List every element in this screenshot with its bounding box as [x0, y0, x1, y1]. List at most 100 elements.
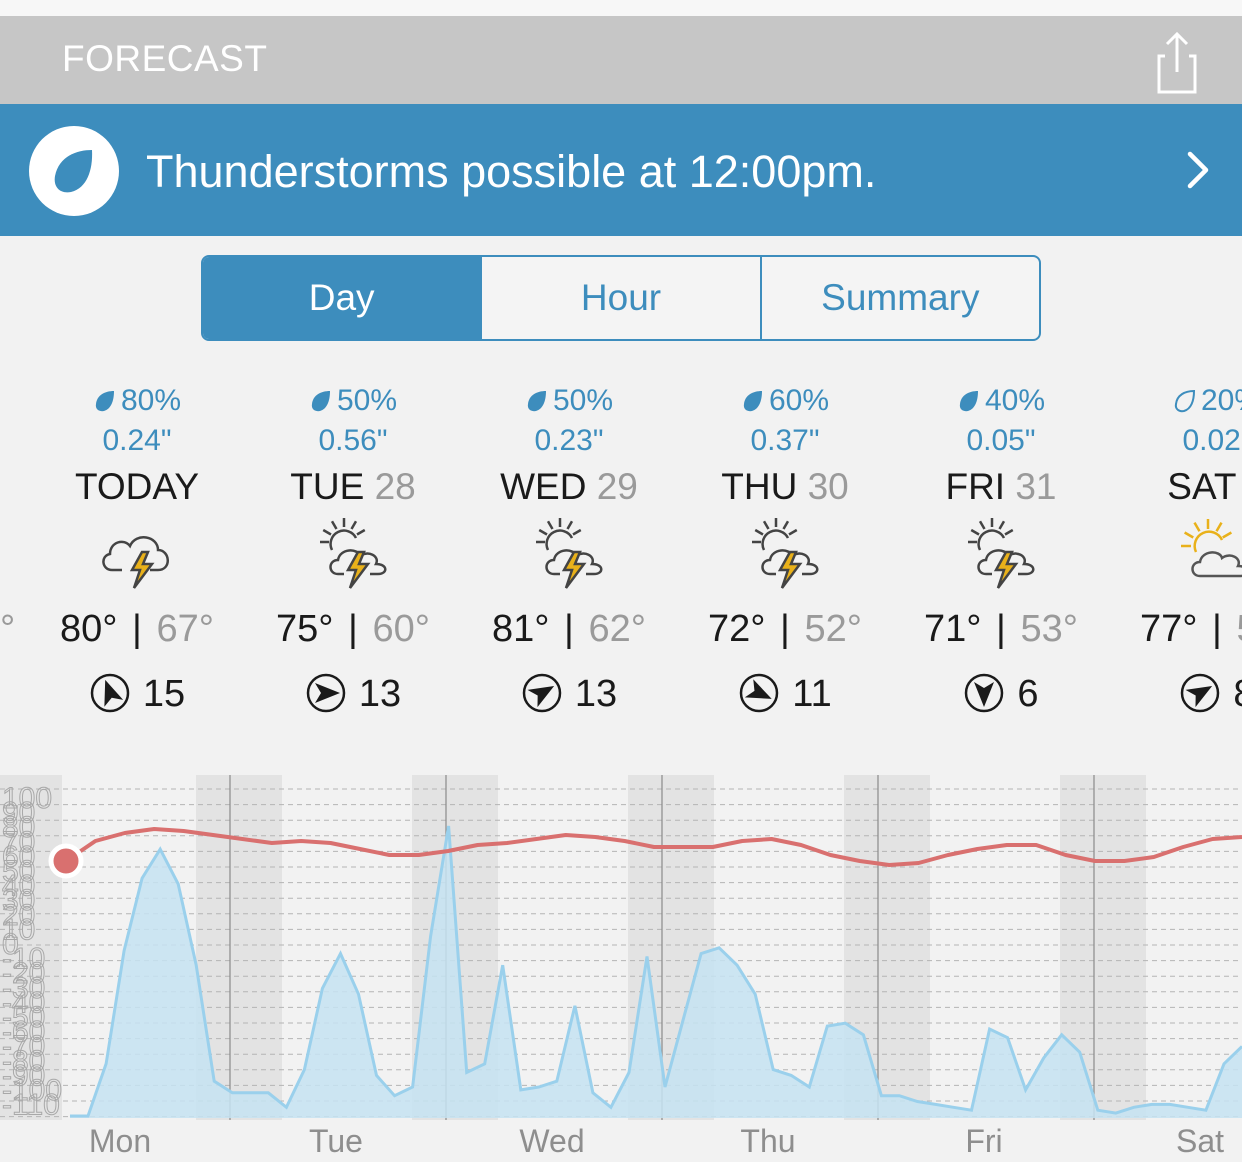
tab-hour[interactable]: Hour: [480, 257, 759, 339]
precip-amount: 0.23": [534, 424, 604, 457]
day-name: TUE: [290, 466, 365, 507]
y-axis-label: 50: [2, 855, 35, 888]
high-temp: 80°: [60, 608, 118, 650]
wind: 11: [677, 672, 893, 716]
y-axis-label: 90: [2, 797, 35, 830]
high-temp: 72°: [708, 608, 766, 650]
x-axis-label: Wed: [519, 1123, 584, 1159]
tab-day[interactable]: Day: [203, 257, 481, 339]
raindrop-icon: [957, 387, 981, 412]
night-shade: [0, 775, 62, 1120]
precip-chance-value: 40%: [984, 384, 1046, 417]
precip-chance-value: 80%: [120, 384, 182, 417]
precip-amount: 0.24": [102, 424, 172, 457]
temperature-range: 77° | 58°: [1109, 608, 1242, 651]
temperature-range: 81° | 62°: [492, 608, 646, 650]
alert-text: Thunderstorms possible at 12:00pm.: [146, 146, 877, 197]
y-axis-label: -100: [2, 1074, 62, 1107]
precip-chance-value: 20%: [1200, 384, 1242, 417]
x-axis-label: Thu: [740, 1123, 795, 1159]
alert-banner[interactable]: Thunderstorms possible at 12:00pm.: [0, 104, 1242, 236]
day-name: WED: [500, 466, 587, 507]
precip-amount: 0.37": [750, 424, 820, 457]
wind: 15: [29, 672, 245, 716]
wind: 13: [461, 672, 677, 716]
wind-direction-icon: [521, 672, 563, 714]
day-column-today[interactable]: 80% 0.24" TODAY 80° | 67° 15: [29, 380, 245, 725]
partly-sunny-icon: [1172, 512, 1242, 592]
day-column-wed[interactable]: 50% 0.23" WED 29 81° | 62° 13: [461, 380, 677, 725]
day-column-thu[interactable]: 60% 0.37" THU 30 72° | 52° 11: [677, 380, 893, 725]
y-axis-label: -80: [2, 1045, 45, 1078]
raindrop-icon: [93, 387, 117, 412]
y-axis-label: -60: [2, 1016, 45, 1049]
x-axis-label: Fri: [965, 1123, 1002, 1159]
wind-direction-icon: [89, 672, 131, 714]
temperature-range: 72° | 52°: [708, 608, 862, 650]
x-axis-label: Mon: [89, 1123, 151, 1159]
day-column-sat[interactable]: 20% 0.02" SAT 1 77° | 58° 8: [1109, 380, 1242, 725]
wind-speed: 6: [1017, 673, 1039, 715]
y-axis-label: 60: [2, 840, 35, 873]
sun-cloud-lightning-icon: [740, 512, 830, 592]
temperature-line: [64, 827, 1242, 867]
share-icon[interactable]: [1146, 26, 1208, 96]
thunderstorm-cloud-icon: [92, 512, 182, 592]
wind: 8: [1109, 672, 1242, 716]
day-column-tue[interactable]: 50% 0.56" TUE 28 75° | 60° 13: [245, 380, 461, 725]
high-temp: 71°: [924, 608, 982, 650]
y-axis-label: 20: [2, 899, 35, 932]
high-temp: 81°: [492, 608, 550, 650]
day-column-fri[interactable]: 40% 0.05" FRI 31 71° | 53° 6: [893, 380, 1109, 725]
status-strip: [0, 0, 1242, 16]
high-temp: 77°: [1140, 608, 1198, 650]
forecast-graph[interactable]: 1009080706050403020100-10-20-30-40-50-60…: [0, 775, 1242, 1162]
precip-chance: 50%: [245, 384, 461, 418]
y-axis-label: -20: [2, 957, 45, 990]
prev-day-degree: °: [0, 608, 16, 650]
temperature-range: 80° | 67°: [60, 608, 214, 650]
precip-line: [70, 825, 1242, 1118]
day-date: 30: [807, 466, 849, 507]
wind-speed: 11: [792, 673, 832, 715]
y-axis-label: -40: [2, 986, 45, 1019]
day-date: 31: [1015, 466, 1057, 507]
page-title: FORECAST: [62, 38, 268, 79]
precip-amount: 0.56": [318, 424, 388, 457]
temperature-range: 71° | 53°: [924, 608, 1078, 650]
y-axis-label: -70: [2, 1030, 45, 1063]
precip-area: [70, 826, 1242, 1118]
day-label: WED 29: [461, 466, 677, 508]
sun-cloud-lightning-icon: [956, 512, 1046, 592]
day-date: 28: [374, 466, 416, 507]
wind-direction-icon: [738, 672, 780, 714]
chevron-right-icon[interactable]: [1180, 148, 1216, 192]
precip-amount: 0.05": [966, 424, 1036, 457]
y-axis-label: -10: [2, 943, 45, 976]
raindrop-icon: [29, 126, 119, 216]
raindrop-icon: [309, 387, 333, 412]
precip-chance: 50%: [461, 384, 677, 418]
precip-chance-value: 60%: [768, 384, 830, 417]
current-time-marker: [48, 843, 84, 879]
wind-direction-icon: [963, 672, 1005, 714]
low-temp: 62°: [588, 608, 646, 650]
sun-cloud-lightning-icon: [308, 512, 398, 592]
high-temp: 75°: [276, 608, 334, 650]
y-axis-label: 100: [2, 782, 52, 815]
precip-chance: 80%: [29, 384, 245, 418]
wind-speed: 8: [1233, 673, 1242, 715]
low-temp: 52°: [804, 608, 862, 650]
precip-chance: 60%: [677, 384, 893, 418]
y-axis-label: 10: [2, 913, 35, 946]
low-temp: 53°: [1020, 608, 1078, 650]
y-axis-label: -30: [2, 972, 45, 1005]
wind-direction-icon: [305, 672, 347, 714]
day-name: FRI: [945, 466, 1006, 507]
day-date: 29: [596, 466, 638, 507]
precip-chance-value: 50%: [552, 384, 614, 417]
wind: 13: [245, 672, 461, 716]
wind-speed: 13: [358, 673, 402, 715]
tab-summary[interactable]: Summary: [759, 257, 1039, 339]
temperature-range: 75° | 60°: [276, 608, 430, 650]
